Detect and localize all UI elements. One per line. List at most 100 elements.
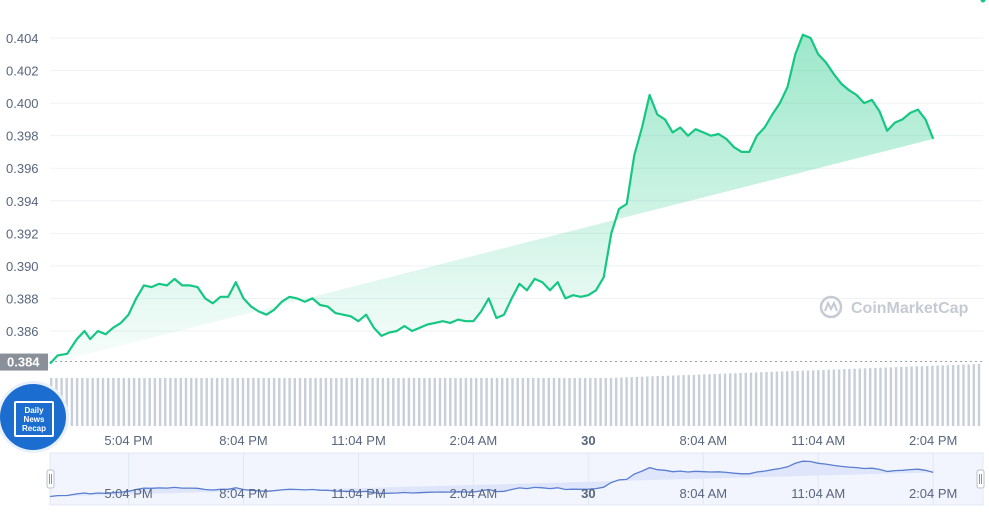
volume-bar [635,376,639,426]
volume-bar [511,378,514,426]
navigator-tick-label: 11:04 AM [791,486,845,501]
badge-line-3: Recap [21,423,46,433]
volume-bar [780,371,784,426]
volume-bar [827,369,830,426]
volume-bar [770,371,773,426]
volume-bar [65,378,68,426]
navigator-tick-label: 30 [581,486,595,501]
y-tick-label: 0.404 [6,31,39,46]
volume-bar [117,378,120,426]
volume-bar [723,373,727,426]
navigator-tick-label: 5:04 PM [104,486,152,501]
volume-bar [469,378,473,426]
baseline-label-box [0,353,48,371]
volume-bar [703,374,706,426]
volume-bar [843,369,846,426]
volume-bar [283,378,286,426]
price-line [49,33,935,365]
volume-bar [345,378,348,426]
x-tick-label: 11:04 AM [791,433,845,448]
volume-bar [516,378,519,426]
volume-bar [858,368,861,426]
volume-bar [236,378,239,426]
volume-bar [910,366,913,426]
volume-bar [241,378,245,426]
x-tick-label: 8:04 PM [219,433,267,448]
volume-bar [81,378,84,426]
volume-bar [495,378,499,426]
x-tick-label: 5:04 PM [104,433,152,448]
volume-bar [153,378,157,426]
volume-bar [371,378,374,426]
volume-bar [625,377,628,426]
navigator-area [50,461,934,497]
daily-news-recap-badge[interactable]: Daily News Recap [0,384,66,450]
volume-bar [438,378,442,426]
volume-bar [806,370,810,426]
volume-bar [314,378,317,426]
volume-bar [184,378,188,426]
volume-bar [630,377,633,426]
grid-lines [50,37,983,363]
volume-bar [190,378,193,426]
x-tick-label: 2:04 AM [450,433,498,448]
navigator-left-handle[interactable] [46,469,55,489]
volume-bar [278,378,281,426]
volume-bar [708,374,711,426]
volume-bar [200,378,203,426]
volume-bar [869,368,872,426]
volume-bar [760,372,763,426]
navigator-tick-label: 2:04 AM [450,486,498,501]
volume-bar [418,378,421,426]
y-tick-label: 0.400 [6,96,39,111]
volume-bar [340,378,343,426]
volume-bar [112,378,115,426]
volume-bar [392,378,395,426]
volume-bar [946,365,950,426]
y-tick-label: 0.402 [6,64,39,79]
volume-bar [573,378,576,426]
volume-bar [324,378,328,426]
navigator-tick-label: 8:04 AM [679,486,727,501]
volume-bar [666,375,670,426]
badge-line-2: News [23,414,45,424]
volume-bar [568,378,571,426]
volume-bar [884,367,887,426]
volume-bar [459,378,462,426]
volume-bar [298,378,302,426]
volume-bar [915,366,918,426]
volume-bar [480,378,483,426]
volume-bar [252,378,255,426]
volume-bar [594,378,597,426]
volume-bar [454,378,457,426]
volume-bar [661,375,664,426]
volume-bar [672,375,675,426]
volume-bar [801,370,804,426]
volume-bar [765,372,768,426]
volume-bar [604,378,607,426]
volume-bar [319,378,322,426]
y-tick-label: 0.392 [6,226,39,241]
y-tick-label: 0.396 [6,161,39,176]
baseline-label: 0.384 [7,355,40,370]
volume-bar [677,375,680,426]
volume-bar [900,366,903,426]
badge-line-1: Daily [24,405,44,415]
volume-bar [86,378,89,426]
volume-bar [376,378,379,426]
x-tick-label: 8:04 AM [679,433,727,448]
volume-bar [951,365,955,426]
volume-bar [957,364,960,426]
volume-bar [107,378,110,426]
volume-bar [599,378,602,426]
volume-bar [739,373,742,426]
volume-bar [127,378,131,426]
volume-bar [936,365,939,426]
volume-bars [50,364,981,426]
volume-bar [977,364,981,426]
volume-bar [563,378,566,426]
navigator-right-handle[interactable] [976,469,985,489]
range-navigator[interactable]: 5:04 PM 8:04 PM 11:04 PM 2:04 AM 30 8:04 AM 11… [46,452,985,506]
volume-bar [796,370,799,426]
